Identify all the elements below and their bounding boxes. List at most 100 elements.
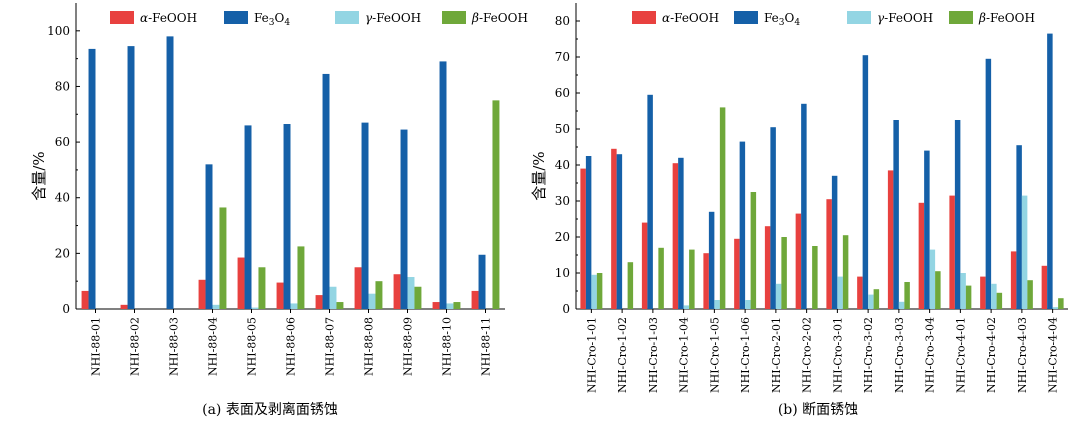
legend-label: α-FeOOH — [140, 11, 197, 25]
x-tick-label: NHI-88-07 — [324, 317, 337, 376]
bar — [354, 267, 362, 309]
bar — [580, 168, 586, 309]
bar — [251, 307, 259, 309]
bar — [611, 148, 617, 309]
bar — [81, 290, 89, 309]
panel-caption: (a) 表面及剥离面锈蚀 — [202, 401, 338, 418]
x-tick-label: NHI-Cro-4-02 — [985, 317, 998, 393]
y-tick-label: 40 — [555, 158, 570, 172]
x-tick-label: NHI-Cro-1-04 — [678, 317, 691, 393]
bar — [795, 213, 802, 309]
bar — [219, 207, 227, 309]
bar — [719, 107, 726, 310]
x-tick-label: NHI-88-04 — [207, 317, 220, 376]
y-tick-label: 0 — [62, 302, 70, 316]
y-tick-label: 60 — [55, 135, 70, 149]
bar — [764, 226, 771, 309]
bar — [446, 303, 454, 309]
bar — [862, 55, 869, 310]
bar — [283, 124, 291, 309]
bar — [375, 281, 383, 309]
chart-panel-2: 0 10 20 30 40 50 60 70 80 含量/% NHI-Cro-1-01 NHI-Cro… — [530, 3, 1068, 418]
bar — [336, 302, 344, 309]
bar — [647, 94, 653, 309]
x-tick-label: NHI-Cro-1-01 — [585, 317, 598, 393]
legend-label: β-FeOOH — [471, 11, 528, 25]
legend-label: γ-FeOOH — [877, 11, 933, 25]
legend-swatch — [847, 11, 871, 24]
bar — [198, 279, 206, 309]
legend-swatch — [442, 11, 466, 24]
legend-swatch — [734, 11, 758, 24]
bar — [781, 237, 787, 309]
bar — [868, 294, 874, 309]
bar — [368, 293, 376, 309]
bar — [237, 257, 245, 309]
x-tick-label: NHI-Cro-4-04 — [1047, 317, 1060, 393]
bar — [898, 301, 905, 309]
x-tick-label: NHI-Cro-1-03 — [647, 317, 660, 393]
legend-label: γ-FeOOH — [365, 11, 421, 25]
bar — [775, 283, 782, 309]
bar — [672, 163, 679, 309]
x-tick-label: NHI-Cro-4-01 — [954, 317, 967, 393]
bar — [770, 127, 776, 309]
bar — [831, 175, 838, 309]
bar — [88, 48, 96, 310]
x-tick-label: NHI-Cro-1-06 — [739, 317, 752, 393]
y-tick-label: 60 — [555, 86, 570, 100]
bar — [492, 100, 500, 309]
legend: α-FeOOH Fe3O4 γ-FeOOH β-FeOOH — [632, 11, 1035, 28]
x-tick-label: NHI-Cro-3-01 — [831, 317, 844, 393]
bar — [812, 246, 818, 309]
y-tick-label: 80 — [555, 14, 570, 28]
x-tick-label: NHI-88-09 — [402, 317, 415, 376]
legend-label: β-FeOOH — [978, 11, 1035, 25]
bar — [826, 199, 832, 309]
bar — [596, 273, 603, 309]
y-tick-label: 20 — [55, 246, 70, 260]
bar — [471, 290, 479, 309]
bar — [745, 300, 751, 309]
legend-label: Fe3O4 — [764, 11, 800, 28]
y-axis-label: 含量/% — [530, 151, 548, 200]
bar — [954, 120, 961, 309]
bar — [1058, 298, 1064, 309]
legend-label: α-FeOOH — [662, 11, 719, 25]
y-tick-label: 40 — [55, 191, 70, 205]
x-tick-label: NHI-Cro-3-03 — [893, 317, 906, 393]
bar — [887, 170, 894, 309]
legend-swatch — [224, 11, 248, 24]
x-tick-label: NHI-Cro-2-02 — [801, 317, 814, 393]
bar — [585, 156, 592, 309]
bar — [322, 73, 330, 309]
bar — [904, 282, 910, 309]
bar — [683, 305, 690, 309]
bar — [166, 36, 174, 310]
legend-swatch — [949, 11, 973, 24]
y-tick-label: 20 — [555, 230, 570, 244]
x-tick-label: NHI-88-10 — [441, 317, 454, 376]
x-tick-label: NHI-Cro-2-01 — [770, 317, 783, 393]
y-axis-label: 含量/% — [30, 151, 48, 200]
bar — [244, 125, 252, 310]
x-tick-label: NHI-Cro-1-05 — [708, 317, 721, 393]
y-tick-label: 70 — [555, 50, 570, 64]
bar — [120, 304, 128, 309]
bar — [996, 292, 1003, 309]
x-tick-label: NHI-88-02 — [129, 317, 142, 376]
bar — [315, 295, 323, 309]
bar — [453, 302, 461, 309]
bar — [857, 276, 863, 309]
bar — [641, 222, 648, 309]
panel-caption: (b) 断面锈蚀 — [778, 402, 858, 418]
legend-label: Fe3O4 — [254, 11, 290, 28]
bar — [276, 282, 284, 309]
bar — [893, 120, 899, 309]
x-tick-label: NHI-Cro-3-04 — [924, 317, 937, 393]
bar — [734, 238, 740, 309]
bar — [127, 46, 135, 309]
y-tick-label: 50 — [555, 122, 570, 136]
bar — [918, 202, 925, 309]
